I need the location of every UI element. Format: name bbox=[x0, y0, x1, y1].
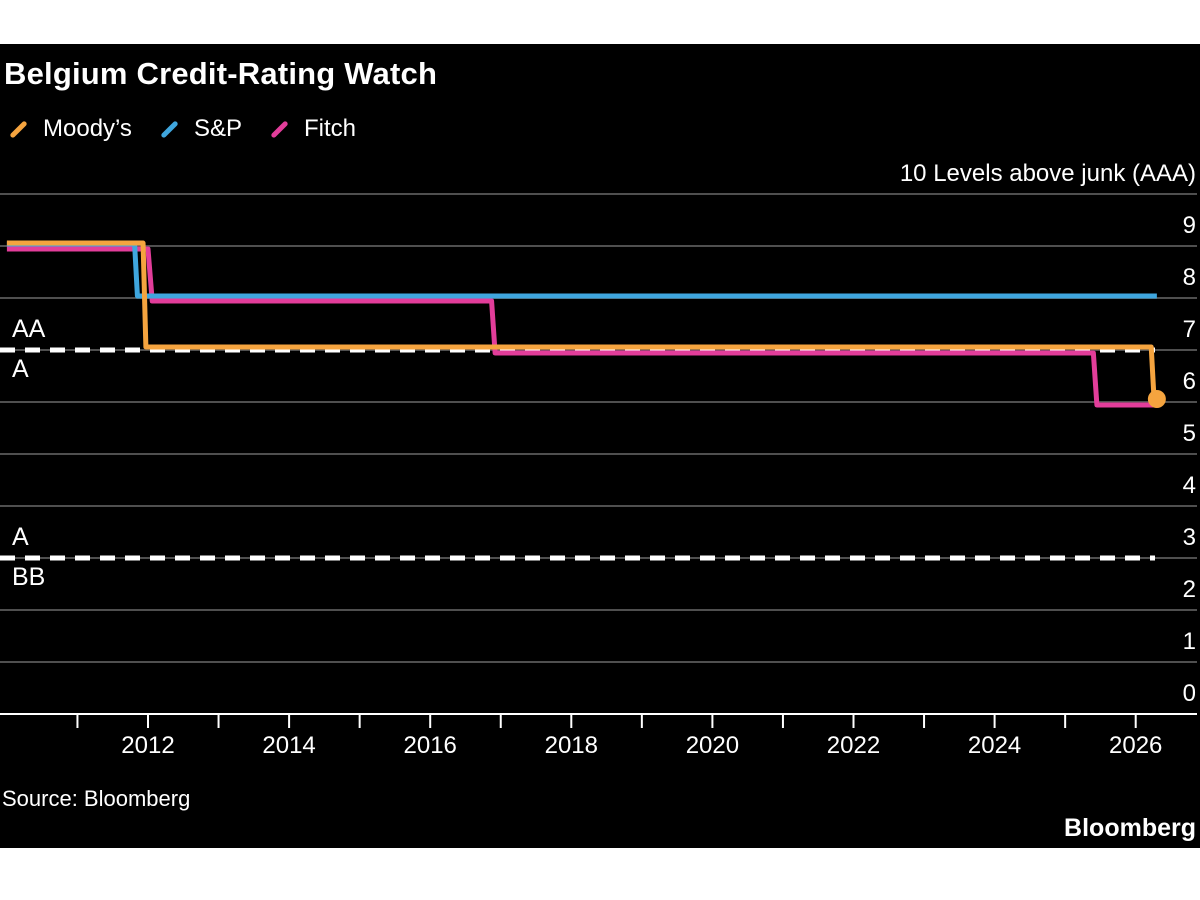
x-tick-label-2022: 2022 bbox=[827, 732, 880, 759]
series-line-moodys bbox=[6, 240, 1157, 402]
band-label-above-AA: AA bbox=[12, 315, 46, 343]
y-tick-label-3: 3 bbox=[1183, 524, 1196, 551]
fitch-line-swatch-icon bbox=[270, 119, 289, 139]
y-tick-label-6: 6 bbox=[1183, 368, 1196, 395]
y-tick-label-4: 4 bbox=[1183, 472, 1196, 499]
series-line-s&p bbox=[6, 241, 1157, 299]
legend-item-moodys: Moody’s bbox=[8, 115, 132, 143]
band-label-above-A: A bbox=[12, 523, 29, 551]
chart-legend: Moody’s S&P Fitch bbox=[8, 114, 356, 144]
legend-item-sp: S&P bbox=[159, 115, 242, 143]
y-tick-label-5: 5 bbox=[1183, 420, 1196, 447]
x-tick-label-2024: 2024 bbox=[968, 732, 1021, 759]
credit-rating-chart: 2012 2014 2016 2018 2020 2022 2024 2026 9 8 7 6 5 4 3 2… bbox=[0, 193, 1197, 759]
y-tick-label-1: 1 bbox=[1183, 628, 1196, 655]
band-label-below-BB: BB bbox=[12, 563, 45, 591]
moodys-line-swatch-icon bbox=[9, 119, 28, 139]
y-tick-label-7: 7 bbox=[1183, 316, 1196, 343]
y-tick-label-0: 0 bbox=[1183, 680, 1196, 707]
x-tick-label-2012: 2012 bbox=[121, 732, 174, 759]
x-tick-label-2018: 2018 bbox=[545, 732, 598, 759]
band-label-below-A: A bbox=[12, 355, 29, 383]
y-tick-label-9: 9 bbox=[1183, 212, 1196, 239]
series-line-fitch bbox=[6, 246, 1157, 408]
x-tick-label-2016: 2016 bbox=[404, 732, 457, 759]
series-end-dot-moodys bbox=[1147, 390, 1166, 408]
page-title: Belgium Credit-Rating Watch bbox=[4, 56, 438, 91]
legend-item-fitch: Fitch bbox=[269, 115, 356, 143]
x-tick-label-2020: 2020 bbox=[686, 732, 739, 759]
legend-label-sp: S&P bbox=[193, 115, 242, 142]
sp-line-swatch-icon bbox=[160, 119, 179, 139]
legend-label-moodys: Moody’s bbox=[43, 115, 132, 142]
source-credit: Source: Bloomberg bbox=[2, 786, 191, 811]
x-tick-label-2026: 2026 bbox=[1109, 732, 1162, 759]
chart-card: 2012 2014 2016 2018 2020 2022 2024 2026 9 8 7 6 5 4 3 2… bbox=[0, 44, 1200, 848]
x-tick-label-2014: 2014 bbox=[262, 732, 315, 759]
y-tick-label-2: 2 bbox=[1183, 576, 1196, 603]
bloomberg-logo: Bloomberg bbox=[1064, 814, 1196, 842]
y-tick-label-8: 8 bbox=[1183, 264, 1196, 291]
y-axis-unit-label: 10 Levels above junk (AAA) bbox=[899, 160, 1196, 187]
legend-label-fitch: Fitch bbox=[303, 115, 356, 142]
